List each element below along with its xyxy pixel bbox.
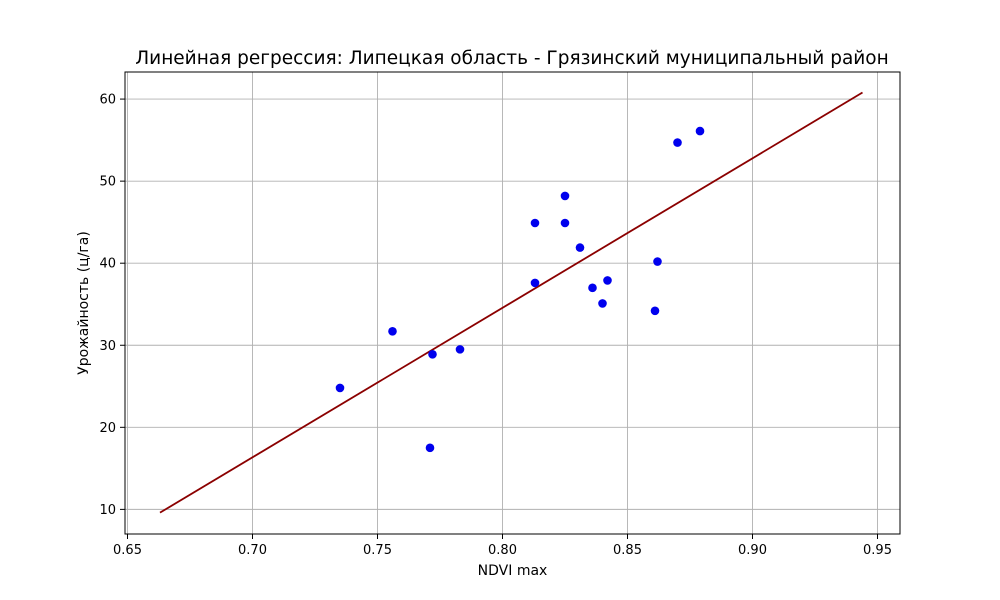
x-tick-label: 0.65: [113, 543, 142, 558]
x-tick-label: 0.85: [613, 543, 642, 558]
data-point: [388, 327, 397, 336]
data-point: [598, 299, 607, 308]
axis-ticks: 0.65 0.70 0.75 0.80 0.85 0.90 0.95 10 20 30 40 50 60: [99, 93, 892, 558]
y-axis-title: Урожайность (ц/га): [76, 231, 92, 375]
plot-frame: [124, 71, 901, 535]
data-point: [560, 218, 570, 228]
y-tick-label: 40: [99, 257, 116, 272]
data-point: [560, 191, 570, 201]
data-point: [530, 278, 540, 288]
x-axis-title: NDVI max: [478, 563, 548, 579]
x-tick-label: 0.75: [363, 543, 392, 558]
data-point: [673, 138, 682, 147]
data-point: [425, 443, 435, 453]
x-tick-label: 0.70: [238, 543, 267, 558]
data-point: [428, 349, 437, 359]
y-tick-label: 30: [99, 339, 116, 354]
y-tick-label: 60: [99, 93, 116, 108]
x-tick-label: 0.90: [738, 543, 767, 558]
data-point: [455, 345, 465, 354]
y-tick-label: 20: [99, 421, 116, 436]
regression-line: [159, 91, 863, 514]
chart-title: Линейная регрессия: Липецкая область - Г…: [135, 48, 888, 69]
data-point: [575, 243, 585, 252]
data-point: [695, 126, 705, 136]
data-point: [588, 283, 597, 293]
data-point: [530, 218, 540, 228]
data-series: [159, 91, 863, 514]
x-tick-label: 0.95: [863, 543, 892, 558]
data-point: [335, 383, 345, 393]
data-point: [603, 276, 612, 285]
grid: [125, 72, 900, 534]
y-tick-label: 10: [99, 503, 116, 518]
x-tick-label: 0.80: [488, 543, 517, 558]
data-point: [653, 257, 662, 266]
y-tick-label: 50: [99, 175, 116, 190]
data-point: [650, 306, 660, 316]
